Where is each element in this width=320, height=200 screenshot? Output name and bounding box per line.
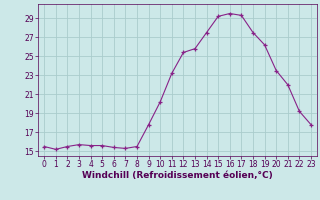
X-axis label: Windchill (Refroidissement éolien,°C): Windchill (Refroidissement éolien,°C) [82, 171, 273, 180]
